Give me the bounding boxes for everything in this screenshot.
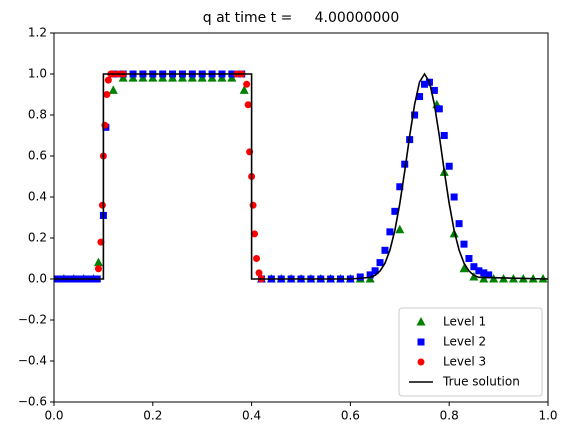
circle-marker (94, 265, 102, 273)
circle-marker (249, 201, 257, 209)
square-marker (450, 193, 458, 201)
square-marker (366, 271, 374, 279)
axes-frame (53, 32, 549, 403)
circle-marker (101, 121, 109, 129)
square-marker (455, 220, 463, 228)
x-tick-label: 0.4 (242, 409, 261, 423)
x-tick-label: 0.0 (44, 409, 63, 423)
triangle-marker (395, 224, 405, 234)
circle-marker (251, 230, 259, 238)
triangle-marker (108, 85, 118, 94)
legend-label: True solution (442, 375, 520, 389)
y-tick-label: −0.2 (18, 313, 47, 327)
square-marker (430, 86, 438, 94)
square-marker (421, 80, 428, 88)
square-marker (417, 338, 425, 346)
x-tick-label: 1.0 (538, 409, 557, 423)
plot-area (54, 70, 548, 283)
square-marker (475, 267, 483, 275)
square-marker (480, 269, 488, 277)
square-marker (445, 162, 453, 170)
y-tick-label: 1.0 (28, 67, 47, 81)
square-marker (416, 93, 424, 101)
square-marker (391, 207, 399, 215)
square-marker (376, 259, 384, 267)
triangle-marker (416, 317, 426, 326)
circle-marker (104, 76, 112, 84)
y-tick-label: 0.6 (28, 149, 47, 163)
circle-marker (243, 80, 251, 88)
y-tick-label: 0.4 (28, 190, 47, 204)
line (54, 72, 548, 280)
legend: Level 1 Level 2 Level 3 True solution (398, 307, 543, 397)
square-marker (435, 105, 443, 113)
y-tick-label: −0.6 (18, 395, 47, 409)
square-marker (485, 271, 493, 279)
square-marker (465, 255, 473, 262)
square-marker (396, 183, 404, 191)
circle-marker (98, 201, 106, 209)
y-tick-label: 1.2 (28, 26, 47, 40)
y-tick-label: −0.4 (18, 354, 47, 368)
circle-marker (244, 101, 252, 109)
circle-marker (253, 255, 261, 262)
legend-box (398, 307, 543, 397)
square-marker (470, 263, 478, 271)
x-tick-label: 0.6 (341, 409, 360, 423)
x-tick-label: 0.8 (440, 409, 459, 423)
circle-marker (417, 358, 425, 366)
square-marker (460, 240, 468, 248)
legend-label: Level 2 (443, 335, 486, 349)
y-tick-label: 0.0 (28, 272, 47, 286)
square-marker (440, 132, 448, 139)
square-marker (371, 267, 379, 275)
square-marker (356, 273, 364, 281)
square-marker (401, 160, 409, 168)
circle-marker (103, 91, 111, 98)
legend-label: Level 3 (443, 355, 486, 369)
square-marker (386, 228, 394, 236)
triangle-marker (239, 85, 249, 94)
legend-label: Level 1 (443, 315, 486, 329)
triangle-marker (459, 263, 469, 273)
circle-marker (255, 269, 263, 277)
chart-title: q at time t = 4.00000000 (203, 10, 399, 26)
y-tick-label: 0.2 (28, 231, 47, 245)
triangle-marker (93, 257, 103, 267)
x-tick-label: 0.2 (143, 409, 162, 423)
triangle-marker (469, 271, 479, 281)
y-tick-label: 0.8 (28, 108, 47, 122)
square-marker (411, 111, 419, 119)
square-marker (381, 246, 389, 254)
